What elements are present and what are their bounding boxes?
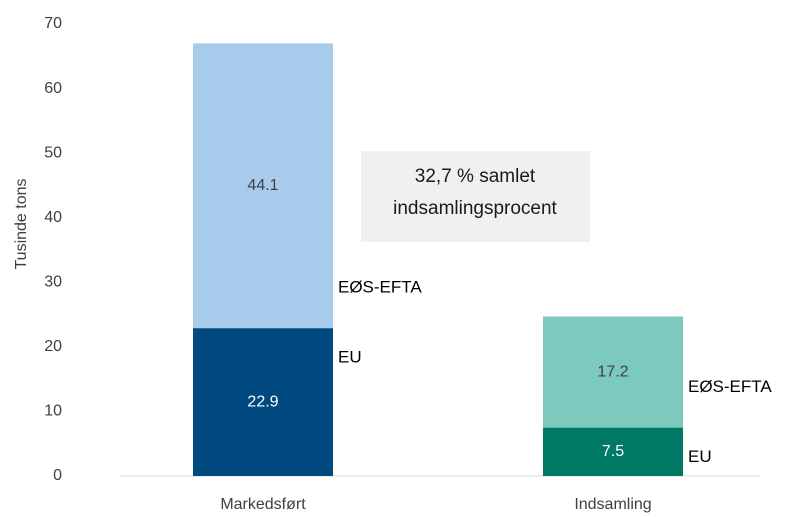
bar-segment — [193, 43, 333, 329]
annotation: indsamlingsprocent — [393, 198, 557, 219]
bar-segment — [543, 427, 683, 476]
annotation: 32,7 % samlet — [415, 166, 536, 187]
y-tick-label: 40 — [44, 209, 62, 226]
y-tick-label: 20 — [44, 338, 62, 355]
series-label: EØS-EFTA — [338, 278, 422, 297]
y-tick-label: 0 — [53, 467, 62, 484]
y-tick-label: 10 — [44, 403, 62, 420]
bar-segment — [193, 328, 333, 476]
series-label: EU — [338, 348, 362, 367]
annotation-box — [361, 151, 590, 242]
series-label: EØS-EFTA — [688, 377, 772, 396]
data-label: 17.2 — [597, 363, 628, 380]
series-label: EU — [688, 447, 712, 466]
x-tick-label: Indsamling — [574, 496, 651, 513]
y-tick-label: 70 — [44, 15, 62, 32]
data-label: 22.9 — [247, 393, 278, 410]
x-tick-label: Markedsført — [220, 496, 306, 513]
y-tick-label: 60 — [44, 80, 62, 97]
bar-segment — [543, 316, 683, 428]
y-tick-label: 50 — [44, 144, 62, 161]
y-axis-label: Tusinde tons — [13, 178, 30, 269]
y-tick-label: 30 — [44, 274, 62, 291]
data-label: 7.5 — [602, 443, 624, 460]
data-label: 44.1 — [247, 177, 278, 194]
